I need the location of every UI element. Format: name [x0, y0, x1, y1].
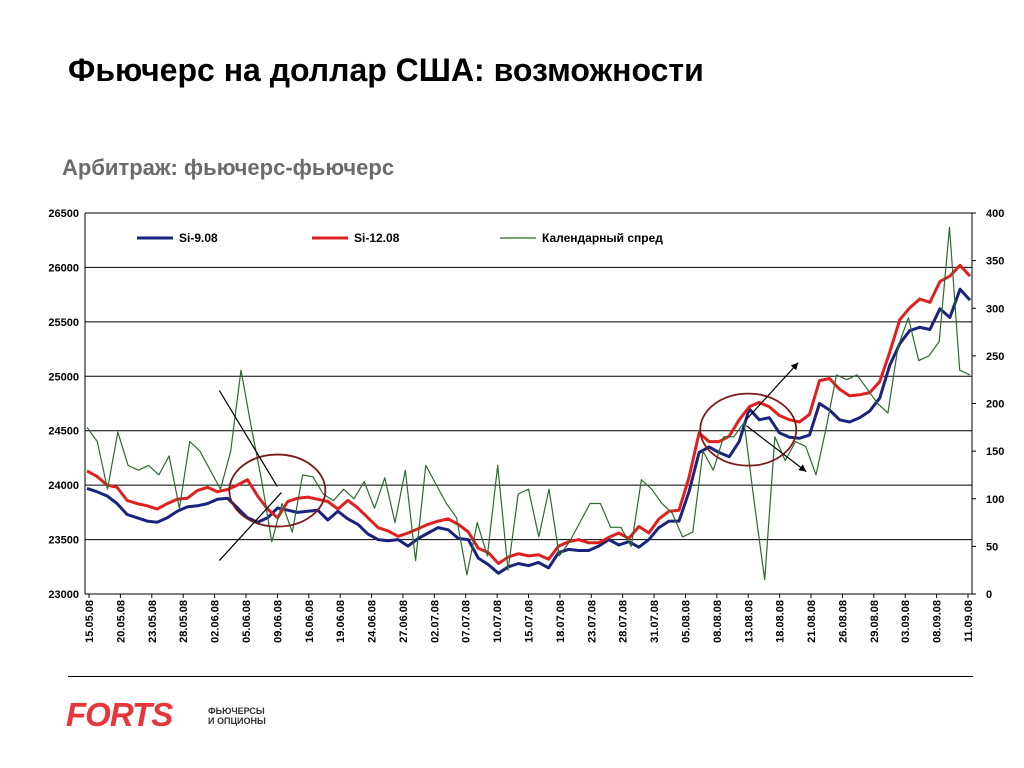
slide-title: Фьючерс на доллар США: возможности — [68, 52, 704, 88]
legend-label: Si-9.08 — [179, 231, 218, 245]
legend-label: Календарный спред — [542, 231, 663, 245]
y-left-tick-label: 23500 — [48, 535, 79, 547]
logo-word: FORTS — [66, 696, 173, 733]
x-tick-label: 02.06.08 — [210, 600, 222, 643]
x-tick-label: 08.08.08 — [712, 600, 724, 643]
annotation-circle — [699, 392, 798, 467]
x-tick-label: 11.09.08 — [963, 600, 975, 642]
x-tick-label: 18.07.08 — [555, 600, 567, 643]
x-tick-label: 15.07.08 — [524, 600, 536, 643]
x-tick-label: 29.08.08 — [869, 600, 881, 643]
series-line-si-12-08 — [86, 263, 972, 565]
x-tick-label: 16.06.08 — [304, 600, 316, 643]
y-left-tick-label: 24000 — [48, 480, 79, 492]
x-tick-label: 09.06.08 — [272, 600, 284, 643]
arrow-line — [218, 390, 278, 487]
x-tick-label: 18.08.08 — [775, 600, 787, 643]
x-tick-label: 13.08.08 — [743, 600, 755, 643]
x-tick-label: 28.07.08 — [618, 600, 630, 643]
x-tick-label: 05.08.08 — [680, 600, 692, 643]
x-tick-label: 31.07.08 — [649, 600, 661, 643]
y-right-tick-label: 350 — [986, 256, 1004, 268]
x-tick-label: 27.06.08 — [398, 600, 410, 643]
logo-line-1: фьючерсы — [208, 706, 265, 716]
x-tick-label: 07.07.08 — [461, 600, 473, 643]
logo-subtitle: фьючерсы и опционы — [208, 706, 266, 726]
x-tick-label: 21.08.08 — [806, 600, 818, 643]
series-line-- — [86, 226, 971, 581]
y-right-tick-label: 400 — [986, 208, 1004, 220]
annotation-circle — [228, 453, 327, 528]
series-line-si-9-08 — [86, 287, 972, 575]
x-tick-label: 23.07.08 — [586, 600, 598, 643]
x-tick-label: 08.09.08 — [932, 600, 944, 643]
y-right-tick-label: 0 — [986, 589, 992, 601]
y-left-tick-label: 23000 — [48, 589, 79, 601]
y-right-tick-label: 250 — [986, 351, 1004, 363]
arrow-line — [745, 362, 799, 421]
slide-subtitle: Арбитраж: фьючерс-фьючерс — [62, 155, 395, 180]
y-right-tick-label: 300 — [986, 303, 1004, 315]
x-tick-label: 03.09.08 — [900, 600, 912, 643]
x-tick-label: 24.06.08 — [367, 600, 379, 643]
y-left-tick-label: 26500 — [48, 208, 79, 220]
y-left-tick-label: 24500 — [48, 426, 79, 438]
y-left-tick-label: 25000 — [48, 371, 79, 383]
y-left-tick-label: 26000 — [48, 262, 79, 274]
x-tick-label: 19.06.08 — [335, 600, 347, 643]
y-right-tick-label: 150 — [986, 446, 1004, 458]
footer-divider — [68, 676, 973, 677]
x-tick-label: 28.05.08 — [178, 600, 190, 643]
x-tick-label: 02.07.08 — [429, 600, 441, 643]
y-right-tick-label: 200 — [986, 399, 1004, 411]
y-right-tick-label: 100 — [986, 494, 1004, 506]
y-left-tick-label: 25500 — [48, 317, 79, 329]
x-tick-label: 10.07.08 — [492, 600, 504, 643]
arrow-line — [745, 425, 807, 473]
x-tick-label: 20.05.08 — [115, 600, 127, 643]
x-tick-label: 15.05.08 — [84, 600, 96, 643]
logo-line-2: и опционы — [208, 716, 266, 726]
x-tick-label: 05.06.08 — [241, 600, 253, 643]
x-tick-label: 23.05.08 — [147, 600, 159, 643]
futures-chart: 23000 23500 24000 24500 25000 25500 26000 26500… — [48, 208, 1004, 643]
arrow-line — [218, 492, 282, 561]
y-right-tick-label: 50 — [986, 541, 998, 553]
x-tick-label: 26.08.08 — [837, 600, 849, 643]
legend-label: Si-12.08 — [354, 231, 400, 245]
